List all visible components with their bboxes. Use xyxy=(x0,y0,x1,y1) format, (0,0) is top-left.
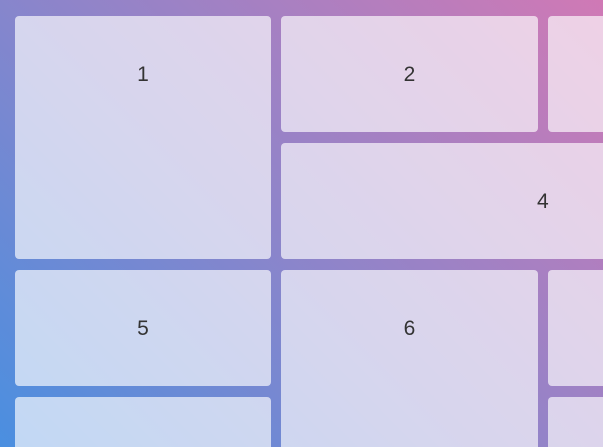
grid-item-5: 5 xyxy=(15,270,271,386)
grid-item-9 xyxy=(548,397,603,447)
grid-item-8 xyxy=(15,397,271,447)
grid-container: 1 2 4 5 6 xyxy=(15,16,603,447)
grid-item-1: 1 xyxy=(15,16,271,259)
grid-item-2: 2 xyxy=(281,16,538,132)
grid-item-4: 4 xyxy=(281,143,603,259)
grid-item-7 xyxy=(548,270,603,386)
grid-item-6: 6 xyxy=(281,270,538,447)
grid-item-3 xyxy=(548,16,603,132)
